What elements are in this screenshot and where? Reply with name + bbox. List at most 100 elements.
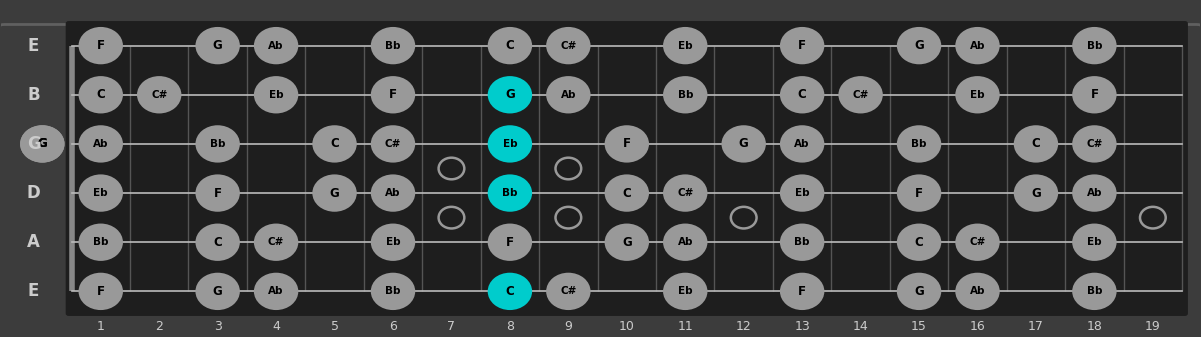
Text: C#: C# — [384, 139, 401, 149]
Text: 18: 18 — [1087, 320, 1103, 333]
Circle shape — [955, 223, 999, 261]
Text: G: G — [213, 285, 222, 298]
Circle shape — [78, 223, 123, 261]
Text: A: A — [28, 233, 40, 251]
Text: Ab: Ab — [386, 188, 401, 198]
Circle shape — [604, 175, 649, 212]
Text: Eb: Eb — [795, 188, 809, 198]
Circle shape — [196, 273, 240, 310]
Circle shape — [1072, 273, 1117, 310]
Circle shape — [1014, 175, 1058, 212]
Text: F: F — [214, 187, 222, 200]
Text: Bb: Bb — [386, 286, 401, 296]
Text: 1: 1 — [97, 320, 104, 333]
Circle shape — [371, 273, 416, 310]
Circle shape — [779, 223, 824, 261]
FancyBboxPatch shape — [66, 21, 1188, 316]
Text: Eb: Eb — [970, 90, 985, 100]
Circle shape — [253, 27, 298, 64]
Text: G: G — [739, 137, 748, 150]
Text: F: F — [799, 39, 806, 52]
Text: C#: C# — [1086, 139, 1103, 149]
Text: Ab: Ab — [969, 41, 985, 51]
Text: Bb: Bb — [386, 41, 401, 51]
Circle shape — [196, 125, 240, 162]
Text: G: G — [330, 187, 340, 200]
Circle shape — [604, 125, 649, 162]
Circle shape — [1014, 125, 1058, 162]
Text: C: C — [96, 88, 106, 101]
Circle shape — [488, 27, 532, 64]
Text: 19: 19 — [1145, 320, 1160, 333]
Text: Bb: Bb — [92, 237, 108, 247]
Circle shape — [546, 27, 591, 64]
Text: G: G — [914, 285, 924, 298]
Text: F: F — [623, 137, 631, 150]
Circle shape — [371, 125, 416, 162]
Circle shape — [663, 175, 707, 212]
Circle shape — [604, 223, 649, 261]
Text: Eb: Eb — [502, 139, 518, 149]
Text: Ab: Ab — [561, 90, 576, 100]
Circle shape — [897, 223, 942, 261]
Text: 15: 15 — [912, 320, 927, 333]
Circle shape — [897, 27, 942, 64]
Text: Bb: Bb — [912, 139, 927, 149]
Text: C#: C# — [560, 286, 576, 296]
Text: F: F — [97, 285, 104, 298]
Text: 2: 2 — [155, 320, 163, 333]
Circle shape — [488, 175, 532, 212]
Text: C#: C# — [268, 237, 285, 247]
Text: F: F — [799, 285, 806, 298]
Circle shape — [1072, 125, 1117, 162]
Circle shape — [838, 76, 883, 114]
Text: C#: C# — [560, 41, 576, 51]
Text: 11: 11 — [677, 320, 693, 333]
Circle shape — [663, 76, 707, 114]
Circle shape — [779, 27, 824, 64]
Text: C: C — [915, 236, 924, 249]
Circle shape — [955, 27, 999, 64]
Circle shape — [253, 223, 298, 261]
Text: C: C — [214, 236, 222, 249]
Text: Bb: Bb — [1087, 41, 1103, 51]
Text: 6: 6 — [389, 320, 398, 333]
Text: C#: C# — [677, 188, 693, 198]
Text: 7: 7 — [448, 320, 455, 333]
Circle shape — [20, 125, 65, 162]
Text: C: C — [506, 39, 514, 52]
Text: Ab: Ab — [969, 286, 985, 296]
Text: C: C — [506, 285, 514, 298]
Text: F: F — [97, 39, 104, 52]
Text: G: G — [37, 137, 47, 150]
Circle shape — [779, 125, 824, 162]
Text: F: F — [1091, 88, 1099, 101]
Circle shape — [253, 273, 298, 310]
Text: C: C — [797, 88, 807, 101]
Circle shape — [137, 76, 181, 114]
Circle shape — [20, 125, 65, 162]
Text: B: B — [28, 86, 40, 104]
Text: G: G — [914, 39, 924, 52]
Circle shape — [663, 273, 707, 310]
Text: Eb: Eb — [269, 90, 283, 100]
Text: 14: 14 — [853, 320, 868, 333]
Text: 8: 8 — [506, 320, 514, 333]
Text: C: C — [1032, 137, 1040, 150]
Text: G: G — [506, 88, 515, 101]
Text: 9: 9 — [564, 320, 573, 333]
Circle shape — [196, 223, 240, 261]
Circle shape — [488, 125, 532, 162]
Circle shape — [1072, 223, 1117, 261]
Text: G: G — [622, 236, 632, 249]
Circle shape — [779, 76, 824, 114]
Circle shape — [312, 175, 357, 212]
Text: 5: 5 — [330, 320, 339, 333]
Circle shape — [663, 223, 707, 261]
Circle shape — [897, 125, 942, 162]
Circle shape — [897, 175, 942, 212]
Text: C: C — [622, 187, 632, 200]
Text: Ab: Ab — [677, 237, 693, 247]
Circle shape — [78, 175, 123, 212]
Circle shape — [371, 223, 416, 261]
